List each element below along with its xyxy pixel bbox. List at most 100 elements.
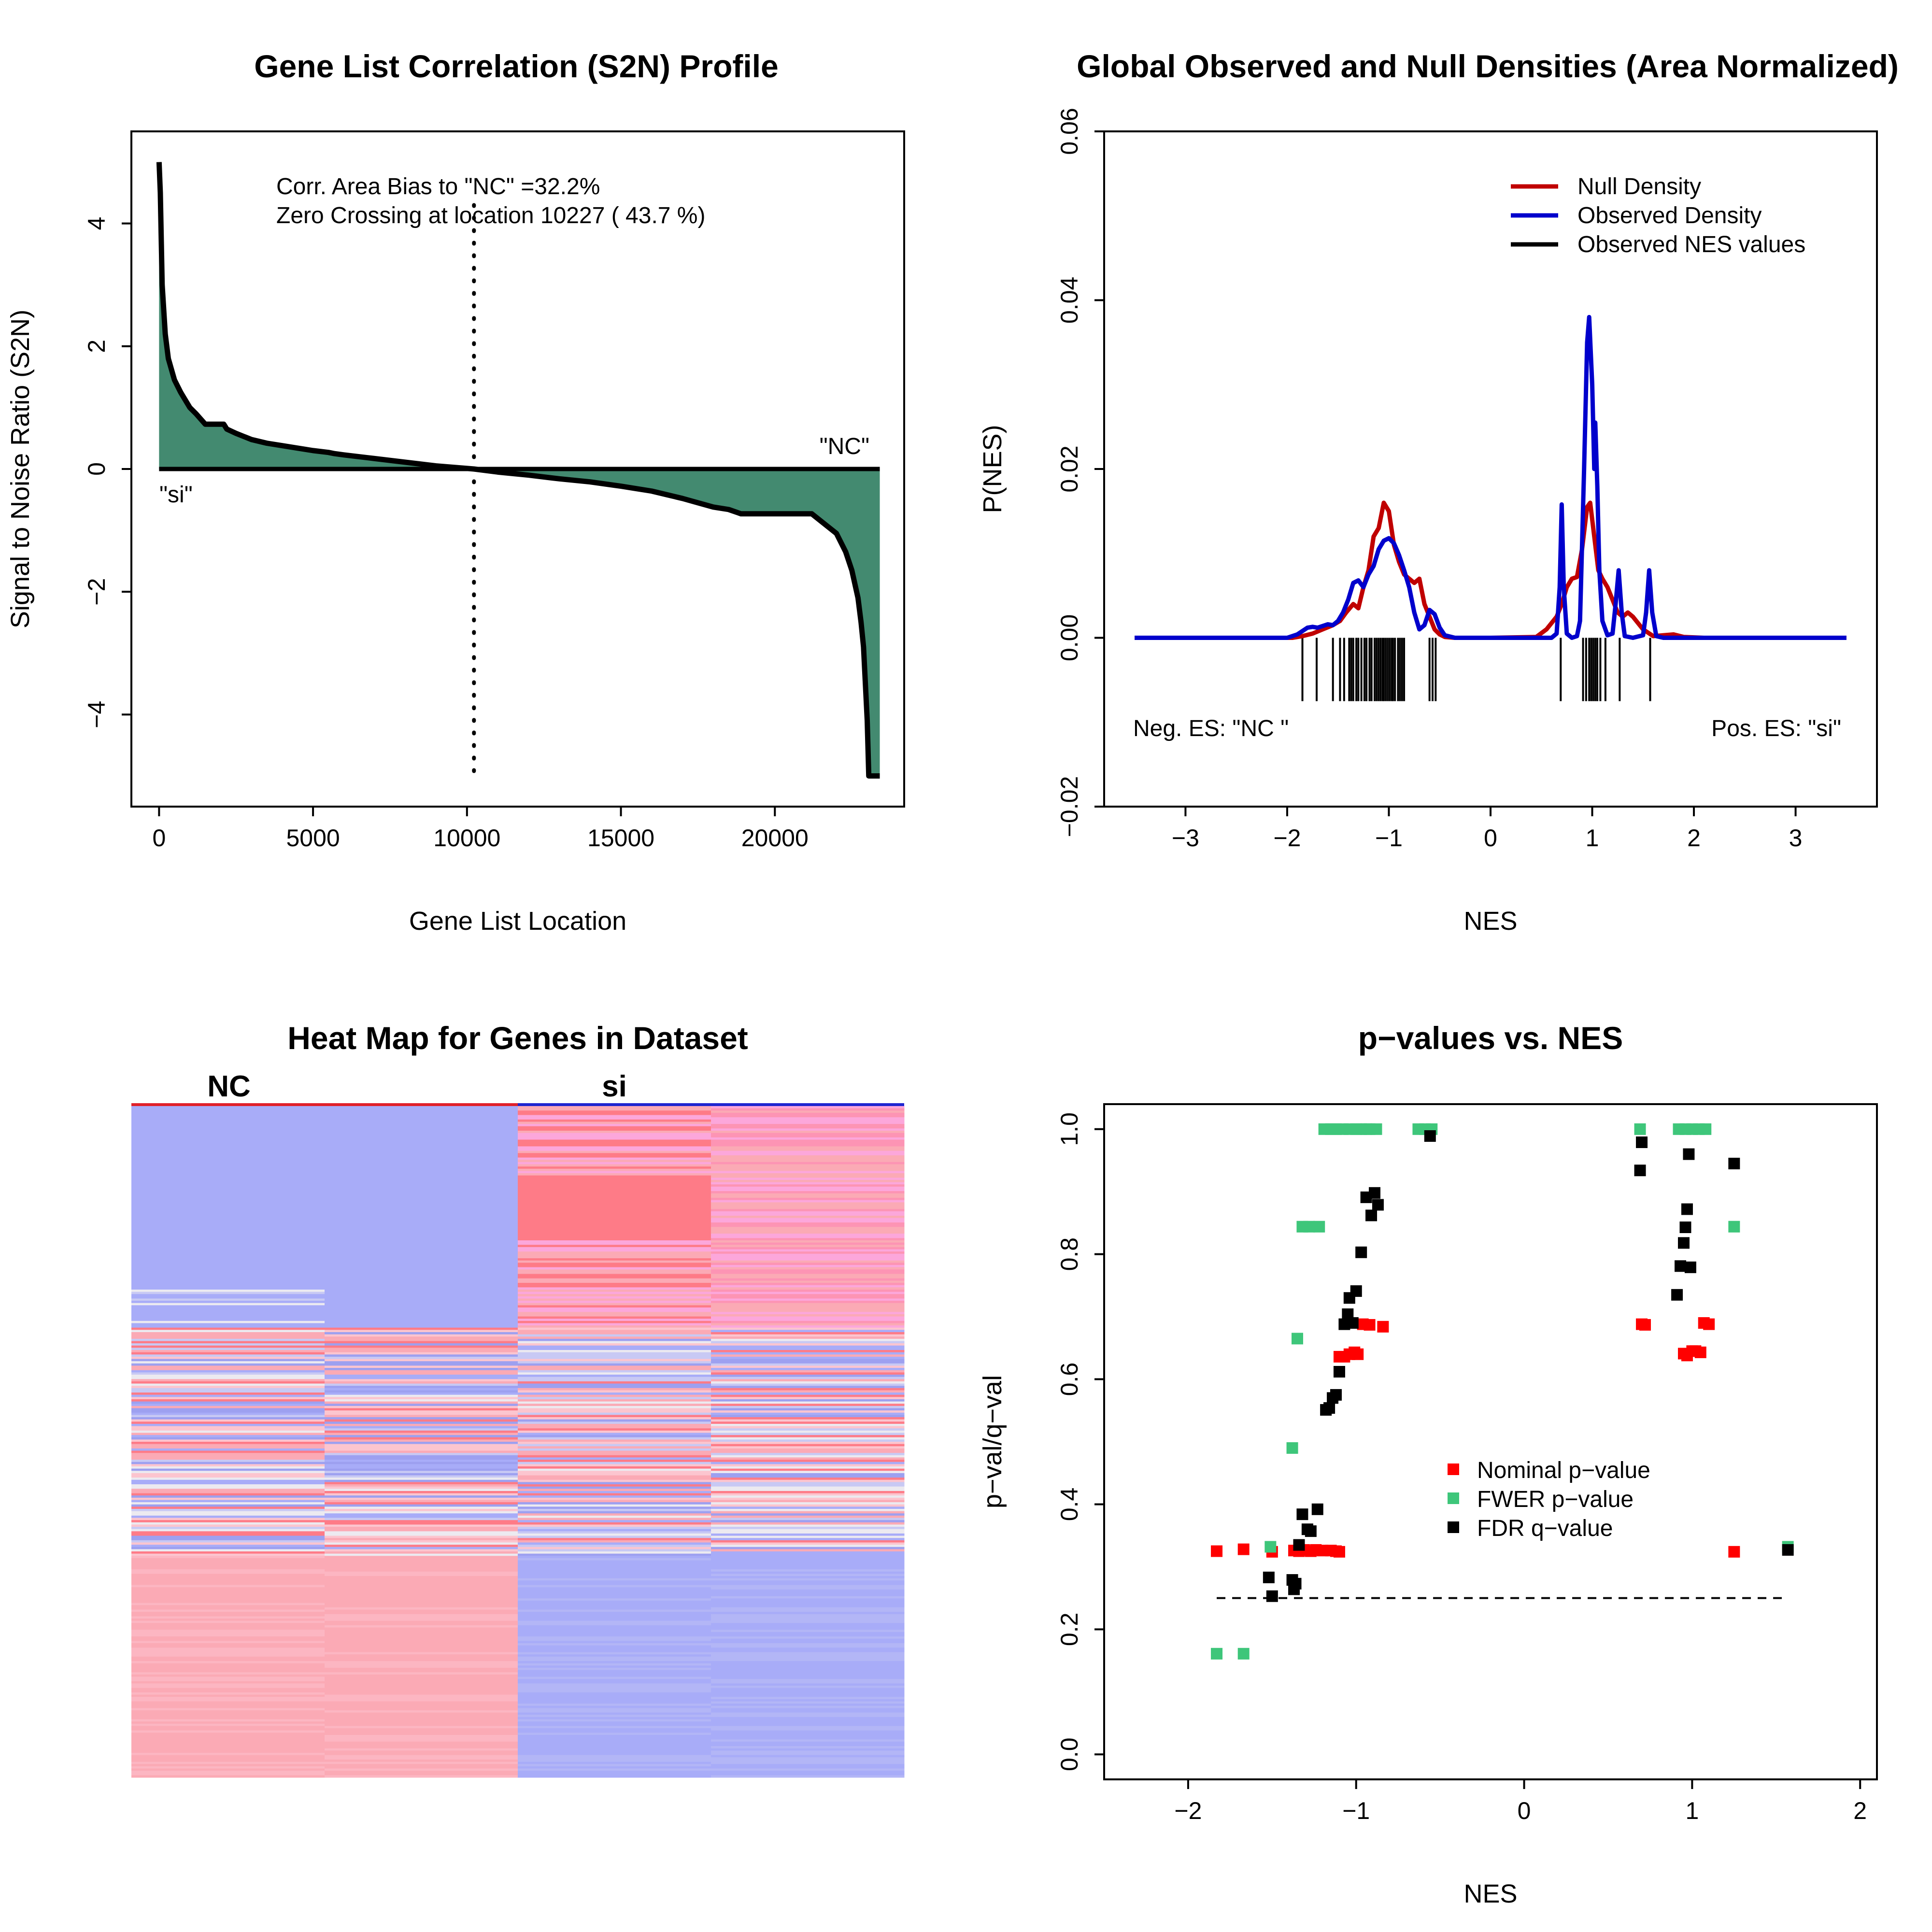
heatmap-cell — [518, 1298, 711, 1301]
heatmap-cell — [711, 1209, 905, 1212]
heatmap-cell — [325, 1361, 518, 1364]
heatmap-cell — [325, 1475, 518, 1478]
heatmap-cell — [518, 1462, 711, 1464]
heatmap-cell — [711, 1189, 905, 1192]
heatmap-cell — [325, 1659, 518, 1662]
heatmap-cell — [518, 1589, 711, 1592]
heatmap-cell — [325, 1137, 518, 1140]
heatmap-cell — [325, 1316, 518, 1319]
heatmap-cell — [131, 1704, 325, 1706]
heatmap-cell — [131, 1130, 325, 1134]
heatmap-cell — [518, 1430, 711, 1433]
s2n-title: Gene List Correlation (S2N) Profile — [254, 48, 779, 84]
zero-crossing-annotation: Zero Crossing at location 10227 ( 43.7 %… — [276, 203, 705, 228]
s2n-y-label: Signal to Noise Ratio (S2N) — [6, 310, 35, 628]
fdr-q-point — [1369, 1187, 1380, 1199]
heatmap-cell — [325, 1303, 518, 1306]
heatmap-cell — [325, 1412, 518, 1415]
heatmap-cell — [518, 1146, 711, 1149]
heatmap-cell — [131, 1182, 325, 1185]
heatmap-cell — [518, 1522, 711, 1525]
heatmap-cell — [325, 1184, 518, 1187]
heatmap-cell — [711, 1641, 905, 1644]
heatmap-cell — [518, 1607, 711, 1610]
heatmap-cell — [711, 1162, 905, 1165]
heatmap-cell — [711, 1527, 905, 1530]
heatmap-cell — [518, 1717, 711, 1720]
heatmap-cell — [711, 1309, 905, 1312]
heatmap-cell — [711, 1636, 905, 1639]
heatmap-cell — [711, 1410, 905, 1413]
heatmap-cell — [131, 1585, 325, 1588]
heatmap-cell — [711, 1518, 905, 1520]
heatmap-cell — [131, 1390, 325, 1393]
heatmap-cell — [325, 1124, 518, 1127]
heatmap-cell — [325, 1690, 518, 1693]
heatmap-cell — [518, 1222, 711, 1225]
heatmap-cell — [131, 1656, 325, 1659]
fdr-q-point — [1728, 1157, 1740, 1169]
heatmap-cell — [518, 1171, 711, 1174]
heatmap-cell — [325, 1202, 518, 1205]
heatmap-cell — [131, 1638, 325, 1641]
heatmap-cell — [711, 1515, 905, 1519]
heatmap-cell — [325, 1540, 518, 1543]
heatmap-cell — [131, 1529, 325, 1532]
heatmap-cell — [325, 1410, 518, 1413]
heatmap-cell — [131, 1663, 325, 1666]
heatmap-cell — [325, 1497, 518, 1500]
heatmap-cell — [131, 1204, 325, 1207]
heatmap-cell — [131, 1686, 325, 1689]
heatmap-cell — [325, 1471, 518, 1474]
heatmap-cell — [131, 1511, 325, 1514]
heatmap-cell — [325, 1504, 518, 1507]
heatmap-cell — [131, 1404, 325, 1406]
nominal-p-point — [1237, 1543, 1250, 1555]
heatmap-cell — [325, 1549, 518, 1552]
heatmap-cell — [711, 1500, 905, 1503]
heatmap-cell — [711, 1323, 905, 1326]
heatmap-cell — [325, 1444, 518, 1447]
heatmap-cell — [711, 1301, 905, 1304]
heatmap-cell — [131, 1549, 325, 1552]
heatmap-cell — [325, 1296, 518, 1299]
heatmap-cell — [711, 1547, 905, 1549]
heatmap-cell — [131, 1705, 325, 1708]
heatmap-cell — [325, 1365, 518, 1368]
heatmap-cell — [131, 1283, 325, 1286]
heatmap-cell — [711, 1491, 905, 1494]
heatmap-cell — [518, 1439, 711, 1442]
s2n-y-axis: −4 −2 0 2 4 — [83, 217, 132, 728]
heatmap-cell — [711, 1213, 905, 1216]
heatmap-cell — [518, 1636, 711, 1639]
heatmap-cell — [131, 1766, 325, 1769]
heatmap-cell — [131, 1567, 325, 1570]
heatmap-cell — [131, 1298, 325, 1301]
heatmap-cell — [325, 1352, 518, 1355]
heatmap-cell — [711, 1184, 905, 1187]
s2n-y-tick-label: −2 — [83, 578, 110, 606]
heatmap-cell — [518, 1305, 711, 1308]
heatmap-cell — [711, 1303, 905, 1306]
heatmap-cell — [711, 1249, 905, 1252]
heatmap-cell — [711, 1245, 905, 1248]
heatmap-cell — [711, 1545, 905, 1548]
heatmap-cell — [131, 1108, 325, 1111]
heatmap-cell — [131, 1419, 325, 1422]
heatmap-cell — [131, 1231, 325, 1234]
heatmap-cell — [711, 1448, 905, 1451]
heatmap-cell — [131, 1303, 325, 1306]
heatmap-cell — [131, 1325, 325, 1328]
heatmap-cell — [711, 1350, 905, 1353]
heatmap-cell — [325, 1327, 518, 1330]
heatmap-cell — [518, 1479, 711, 1482]
heatmap-cell — [131, 1197, 325, 1201]
legend-nominal-swatch — [1448, 1463, 1459, 1475]
heatmap-cell — [325, 1307, 518, 1310]
heatmap-cell — [711, 1139, 905, 1142]
heatmap-cell — [325, 1115, 518, 1118]
heatmap-cell — [711, 1563, 905, 1565]
heatmap-cell — [711, 1681, 905, 1684]
legend-fdr-label: FDR q−value — [1477, 1516, 1613, 1541]
density-x-tick-label: −1 — [1375, 824, 1403, 852]
